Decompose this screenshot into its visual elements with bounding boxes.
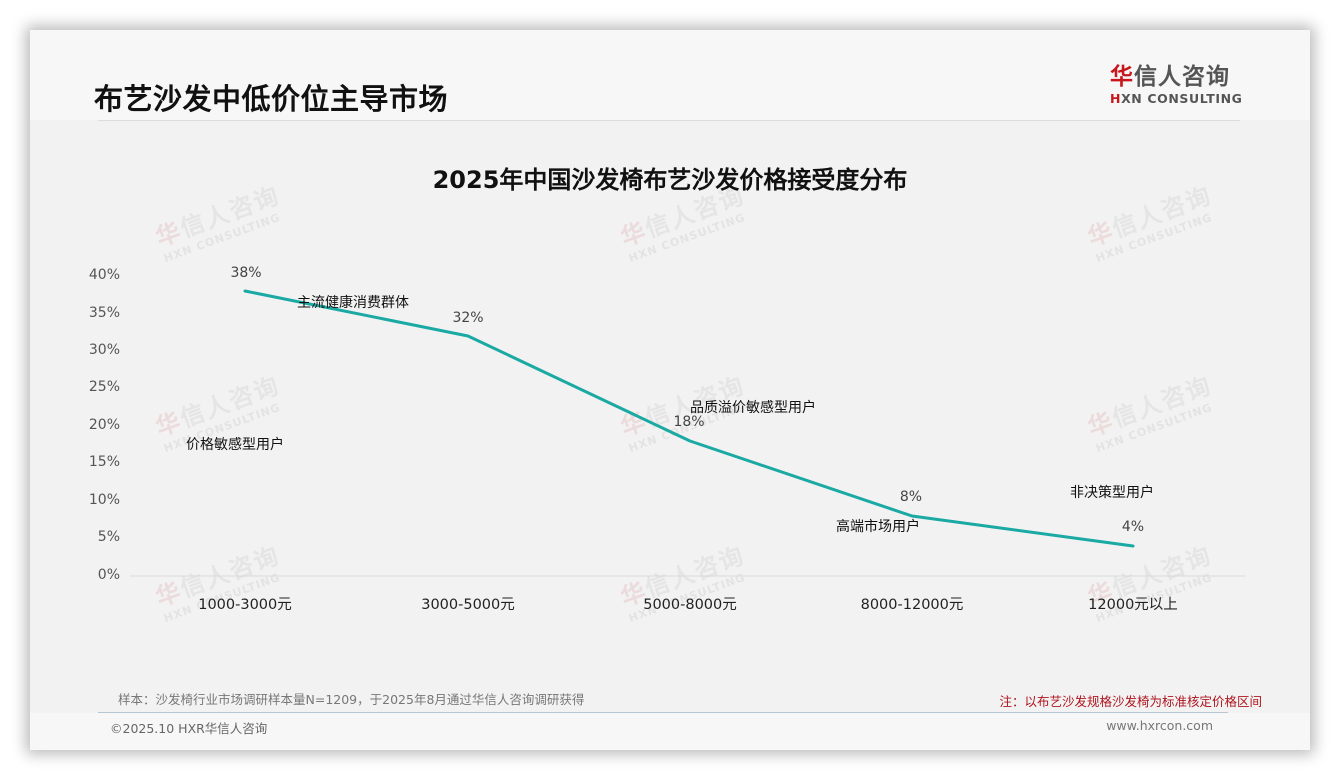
y-tick: 35% <box>88 305 120 321</box>
y-tick: 15% <box>88 454 120 470</box>
header-band <box>30 30 1310 120</box>
footer-band <box>30 713 1310 750</box>
chart-title: 2025年中国沙发椅布艺沙发价格接受度分布 <box>432 166 908 194</box>
data-label: 8% <box>899 489 923 505</box>
y-tick: 20% <box>88 417 120 433</box>
title-divider <box>98 120 1240 121</box>
copyright: ©2025.10 HXR华信人咨询 <box>110 721 268 736</box>
y-tick: 30% <box>88 342 120 358</box>
series-line <box>243 289 1135 548</box>
x-category: 8000-12000元 <box>860 597 964 613</box>
y-tick: 0% <box>97 567 120 583</box>
data-label: 38% <box>230 265 262 281</box>
annotation-price-sensitive: 价格敏感型用户 <box>186 437 284 453</box>
website-link[interactable]: www.hxrcon.com <box>1106 718 1213 733</box>
line-chart <box>130 289 1245 577</box>
annotation-mainstream: 主流健康消费群体 <box>297 295 409 311</box>
footer-divider <box>98 712 1228 713</box>
y-tick: 40% <box>88 267 120 283</box>
y-tick: 25% <box>88 379 120 395</box>
data-label: 4% <box>1121 519 1145 535</box>
slide: 华信人咨询 HXN CONSULTING 华信人咨询 HXN CONSULTING … <box>30 30 1310 750</box>
logo-en: HXN CONSULTING <box>1110 91 1243 106</box>
data-label: 18% <box>673 414 705 430</box>
x-category: 5000-8000元 <box>643 597 737 613</box>
annotation-non-decision: 非决策型用户 <box>1070 485 1154 501</box>
y-tick: 10% <box>88 492 120 508</box>
x-category: 3000-5000元 <box>421 597 515 613</box>
y-tick: 5% <box>97 529 120 545</box>
annotation-high-end: 高端市场用户 <box>836 519 920 535</box>
annotation-quality-premium: 品质溢价敏感型用户 <box>690 400 816 416</box>
sample-note: 样本：沙发椅行业市场调研样本量N=1209，于2025年8月通过华信人咨询调研获… <box>118 692 585 707</box>
brand-logo: 华信人咨询 HXN CONSULTING <box>1110 64 1250 106</box>
page-title: 布艺沙发中低价位主导市场 <box>94 82 449 116</box>
data-label: 32% <box>452 310 484 326</box>
x-category: 1000-3000元 <box>198 597 292 613</box>
logo-cn: 华信人咨询 <box>1110 64 1230 90</box>
x-category: 12000元以上 <box>1088 597 1178 613</box>
price-range-note: 注：以布艺沙发规格沙发椅为标准核定价格区间 <box>999 694 1262 709</box>
